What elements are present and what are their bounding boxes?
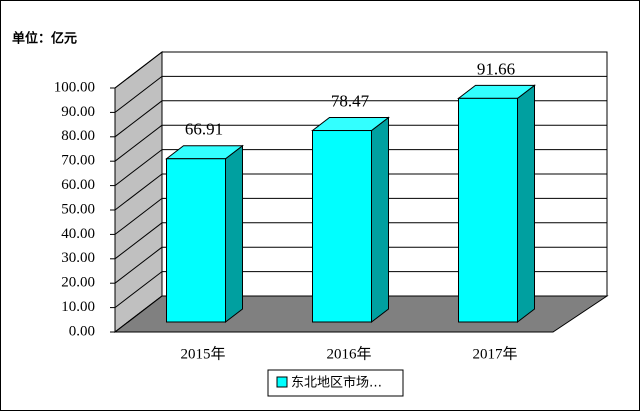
x-tick-label: 2016年 bbox=[326, 345, 371, 362]
y-tick-label: 40.00 bbox=[61, 226, 95, 242]
grid-line bbox=[114, 271, 163, 308]
y-tick-label: 50.00 bbox=[61, 201, 95, 217]
bar bbox=[166, 158, 226, 323]
bar bbox=[312, 130, 372, 323]
grid-line bbox=[114, 222, 163, 260]
y-tick-label: 20.00 bbox=[61, 275, 95, 291]
bar-side bbox=[517, 84, 535, 324]
grid-line bbox=[114, 173, 163, 211]
value-label: 66.91 bbox=[185, 120, 223, 139]
grid-line bbox=[114, 124, 163, 162]
legend bbox=[267, 369, 404, 397]
y-tick-label: 80.00 bbox=[61, 128, 95, 144]
y-tick-label: 10.00 bbox=[61, 299, 95, 315]
grid-line bbox=[114, 198, 163, 235]
unit-label: 单位：亿元 bbox=[12, 31, 77, 47]
legend-swatch bbox=[276, 376, 288, 388]
bar-side bbox=[371, 116, 389, 324]
y-tick-label: 70.00 bbox=[61, 153, 95, 169]
grid-line bbox=[114, 246, 163, 284]
grid-line bbox=[114, 51, 163, 89]
grid-line bbox=[114, 100, 163, 138]
grid-line bbox=[114, 149, 163, 186]
y-tick-label: 0.00 bbox=[69, 323, 95, 339]
bar bbox=[458, 97, 518, 323]
grid-line bbox=[114, 76, 163, 113]
y-tick-label: 30.00 bbox=[61, 250, 95, 266]
y-tick-label: 100.00 bbox=[54, 79, 95, 95]
x-tick-label: 2015年 bbox=[180, 345, 225, 362]
y-tick-label: 90.00 bbox=[61, 104, 95, 120]
value-label: 91.66 bbox=[477, 59, 515, 78]
y-tick-label: 60.00 bbox=[61, 177, 95, 193]
grid-line bbox=[114, 295, 163, 333]
x-tick-label: 2017年 bbox=[472, 345, 517, 362]
legend-label: 东北地区市场… bbox=[291, 375, 382, 391]
value-label: 78.47 bbox=[331, 91, 370, 110]
bar-side bbox=[225, 144, 243, 324]
